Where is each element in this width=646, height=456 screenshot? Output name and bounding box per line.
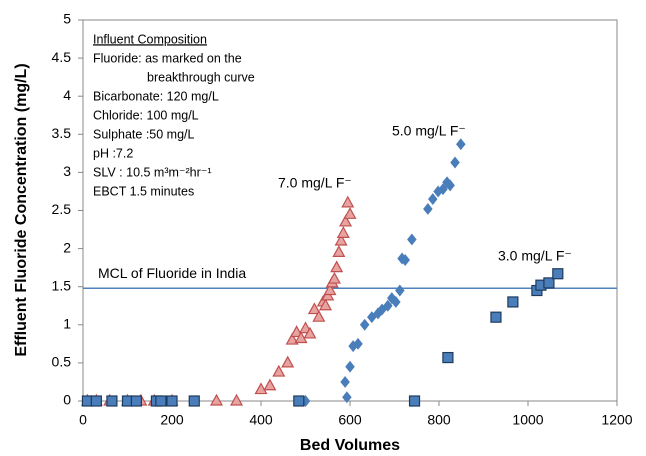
y-tick-label: 1.5	[52, 277, 72, 293]
reference-label: MCL of Fluoride in India	[98, 265, 246, 281]
x-tick-label: 1000	[512, 412, 543, 428]
y-tick-label: 5	[63, 11, 71, 27]
point	[307, 302, 321, 315]
point	[383, 299, 393, 312]
point	[428, 193, 438, 206]
point	[442, 351, 454, 364]
y-tick-label: 1	[63, 316, 71, 332]
point	[339, 214, 353, 227]
point	[263, 378, 277, 391]
point	[334, 233, 348, 246]
annotation: Chloride: 100 mg/L	[93, 108, 199, 122]
point	[230, 393, 244, 406]
point	[323, 283, 337, 296]
x-tick-label: 1200	[601, 412, 632, 428]
point	[367, 311, 377, 324]
point	[456, 138, 466, 151]
point	[438, 183, 448, 196]
point	[408, 395, 421, 407]
point	[507, 296, 519, 308]
x-tick-label: 0	[79, 412, 87, 428]
point	[294, 331, 308, 344]
x-axis-title: Bed Volumes	[300, 437, 400, 454]
point	[90, 395, 102, 407]
point	[293, 395, 305, 407]
point	[407, 233, 417, 246]
y-tick-label: 2.5	[52, 201, 72, 217]
x-tick-label: 800	[427, 412, 451, 428]
point	[290, 325, 304, 338]
point	[319, 298, 333, 311]
point	[423, 203, 433, 215]
point	[490, 311, 502, 323]
point	[281, 355, 295, 368]
y-axis-title: Effluent Fluoride Concentration (mg/L)	[13, 63, 30, 356]
series-label: 7.0 mg/L F⁻	[278, 175, 352, 191]
point	[450, 156, 460, 169]
annotation: Fluoride: as marked on the	[93, 51, 242, 65]
point	[155, 395, 167, 407]
point	[391, 295, 401, 308]
point	[303, 326, 317, 339]
y-tick-label: 0	[63, 392, 71, 408]
point	[327, 271, 341, 284]
point	[342, 391, 352, 404]
point	[254, 382, 268, 395]
point	[272, 364, 286, 377]
annotation: breakthrough curve	[147, 70, 255, 84]
point	[552, 268, 564, 280]
point	[312, 309, 326, 322]
annotation: SLV : 10.5 m³m⁻²hr⁻¹	[93, 165, 212, 179]
point	[341, 195, 355, 208]
point	[353, 337, 363, 350]
annotation: pH :7.2	[93, 146, 133, 160]
x-tick-label: 200	[160, 412, 184, 428]
y-tick-label: 4.5	[52, 49, 72, 65]
y-tick-label: 0.5	[52, 354, 72, 370]
point	[166, 395, 178, 407]
point	[285, 332, 299, 345]
series-label: 5.0 mg/L F⁻	[392, 123, 466, 139]
point	[130, 395, 142, 407]
point	[343, 207, 357, 219]
annotation: Sulphate :50 mg/L	[93, 127, 195, 141]
point	[400, 254, 410, 266]
y-tick-label: 3.5	[52, 125, 72, 141]
point	[543, 277, 555, 289]
point	[377, 303, 387, 316]
point	[345, 360, 355, 373]
series-label: 3.0 mg/L F⁻	[498, 248, 572, 264]
point	[330, 260, 344, 273]
point	[340, 375, 350, 388]
point	[445, 179, 455, 192]
point	[188, 395, 200, 407]
x-tick-label: 600	[338, 412, 362, 428]
point	[336, 226, 350, 238]
annotation-title: Influent Composition	[93, 32, 207, 46]
point	[106, 395, 118, 407]
point	[209, 393, 224, 406]
point	[395, 284, 405, 297]
annotation: EBCT 1.5 minutes	[93, 184, 194, 198]
y-tick-label: 4	[63, 87, 71, 103]
annotation: Bicarbonate: 120 mg/L	[93, 89, 219, 103]
y-tick-label: 3	[63, 163, 71, 179]
x-tick-label: 400	[249, 412, 273, 428]
point	[359, 318, 370, 331]
point	[332, 245, 346, 258]
y-tick-label: 2	[63, 239, 71, 255]
